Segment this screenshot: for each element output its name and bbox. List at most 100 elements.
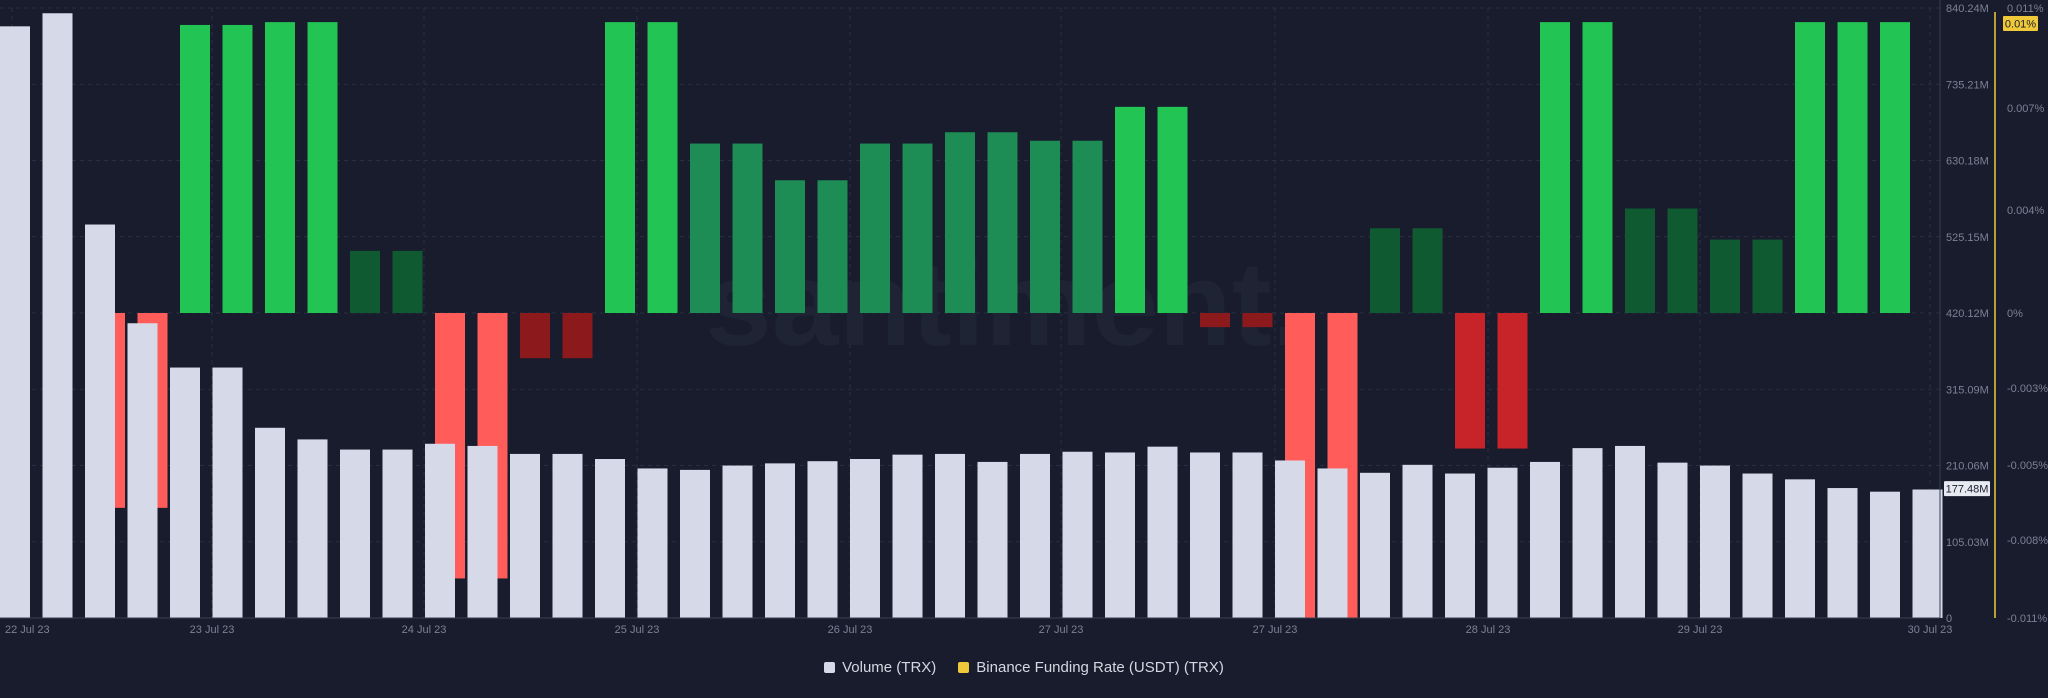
funding-rate-bar <box>860 143 890 313</box>
volume-bar <box>1742 473 1773 618</box>
volume-tick-label: 840.24M <box>1946 3 1989 15</box>
funding-rate-bar <box>732 143 763 313</box>
axes: 840.24M 735.21M 630.18M 525.15M 420.12M 315.0… <box>0 0 2048 636</box>
volume-tick-label: 210.06M <box>1946 461 1989 473</box>
volume-bar <box>850 459 880 618</box>
funding-rate-bar <box>987 132 1018 313</box>
volume-bar <box>595 459 625 618</box>
volume-bar <box>1487 467 1518 618</box>
volume-tick-label: 735.21M <box>1946 79 1989 91</box>
funding-tick-label: -0.011% <box>2007 613 2047 625</box>
funding-rate-bar <box>1497 313 1528 449</box>
volume-bar <box>1530 461 1560 618</box>
funding-rate-bar <box>1242 313 1273 328</box>
volume-bar <box>1700 465 1730 618</box>
x-tick-label: 30 Jul 23 <box>1908 624 1953 636</box>
volume-bar <box>892 454 923 618</box>
volume-bar <box>212 367 243 618</box>
volume-tick-label: 315.09M <box>1946 384 1989 396</box>
x-tick-label: 25 Jul 23 <box>615 624 660 636</box>
volume-bar <box>1105 452 1135 618</box>
legend: Volume (TRX) Binance Funding Rate (USDT)… <box>0 655 2048 679</box>
volume-bar <box>722 465 753 618</box>
x-tick-label: 26 Jul 23 <box>828 624 873 636</box>
volume-bar <box>1020 453 1050 618</box>
legend-item-volume[interactable]: Volume (TRX) <box>824 659 936 676</box>
volume-bar <box>637 468 668 618</box>
legend-swatch-volume <box>824 661 836 673</box>
x-tick-label: 27 Jul 23 <box>1039 624 1084 636</box>
funding-rate-bar <box>1880 22 1910 314</box>
volume-bar <box>1317 468 1348 618</box>
volume-bar <box>297 439 328 618</box>
volume-bar <box>1275 460 1305 618</box>
funding-rate-bar <box>647 22 678 314</box>
volume-current-badge <box>1944 481 1990 497</box>
legend-item-funding-rate[interactable]: Binance Funding Rate (USDT) (TRX) <box>958 659 1224 676</box>
funding-rate-bars <box>95 22 1910 618</box>
volume-bar <box>425 443 455 618</box>
funding-rate-bar <box>350 250 380 313</box>
x-tick-label: 24 Jul 23 <box>402 624 447 636</box>
legend-label-funding-rate: Binance Funding Rate (USDT) (TRX) <box>976 658 1224 676</box>
volume-bar <box>807 461 838 618</box>
funding-rate-bar <box>1625 208 1655 313</box>
volume-bar <box>935 453 965 618</box>
volume-bar <box>382 449 413 618</box>
funding-rate-bar <box>945 132 975 313</box>
funding-rate-bar <box>1667 208 1698 313</box>
volume-bar <box>1445 473 1475 618</box>
funding-rate-bar <box>1795 22 1825 314</box>
volume-bar <box>1062 451 1093 618</box>
volume-tick-label: 525.15M <box>1946 232 1989 244</box>
volume-bar <box>255 427 285 618</box>
volume-bar <box>127 323 158 618</box>
volume-bar <box>977 461 1008 618</box>
funding-rate-bar <box>1200 313 1230 328</box>
funding-rate-bar <box>1582 22 1613 314</box>
volume-bar <box>170 367 200 618</box>
funding-rate-bar <box>180 24 210 313</box>
volume-tick-label: 630.18M <box>1946 156 1989 168</box>
volume-bar <box>1785 479 1815 618</box>
funding-rate-bar <box>392 250 423 313</box>
x-tick-label: 28 Jul 23 <box>1466 624 1511 636</box>
funding-rate-bar <box>817 180 848 313</box>
funding-rate-bar <box>520 313 550 359</box>
volume-bar <box>85 224 115 618</box>
volume-bar <box>1402 464 1433 618</box>
x-tick-label: 23 Jul 23 <box>190 624 235 636</box>
volume-bar <box>1912 489 1943 618</box>
volume-bar <box>1360 472 1390 618</box>
funding-rate-bar <box>902 143 933 313</box>
funding-rate-bar <box>1412 228 1443 313</box>
x-tick-label: 22 Jul 23 <box>5 624 50 636</box>
funding-tick-label: 0.007% <box>2007 103 2045 115</box>
volume-bar <box>467 445 498 618</box>
volume-bar <box>1190 452 1220 618</box>
volume-bar <box>1615 445 1645 618</box>
funding-rate-bar <box>690 143 720 313</box>
funding-rate-bar <box>1752 239 1783 313</box>
funding-tick-label: -0.008% <box>2007 535 2048 547</box>
funding-rate-bar <box>1710 239 1740 313</box>
funding-tick-label: -0.003% <box>2007 383 2048 395</box>
volume-bar <box>1147 446 1178 618</box>
funding-rate-bar <box>1837 22 1868 314</box>
funding-tick-label: 0% <box>2007 308 2023 320</box>
funding-rate-bar <box>1455 313 1485 449</box>
volume-bar <box>1232 452 1263 618</box>
funding-rate-bar <box>307 22 338 314</box>
legend-swatch-funding-rate <box>958 661 970 673</box>
volume-bar <box>42 13 73 619</box>
volume-bars <box>0 13 1943 619</box>
funding-rate-bar <box>1540 22 1570 314</box>
funding-tick-label: 0.011% <box>2007 3 2044 15</box>
funding-current-label: 0.01% <box>2005 19 2036 31</box>
x-tick-label: 27 Jul 23 <box>1253 624 1298 636</box>
volume-bar <box>510 453 540 618</box>
volume-tick-label: 0 <box>1946 613 1952 625</box>
volume-bar <box>680 469 710 618</box>
volume-tick-label: 105.03M <box>1946 537 1989 549</box>
